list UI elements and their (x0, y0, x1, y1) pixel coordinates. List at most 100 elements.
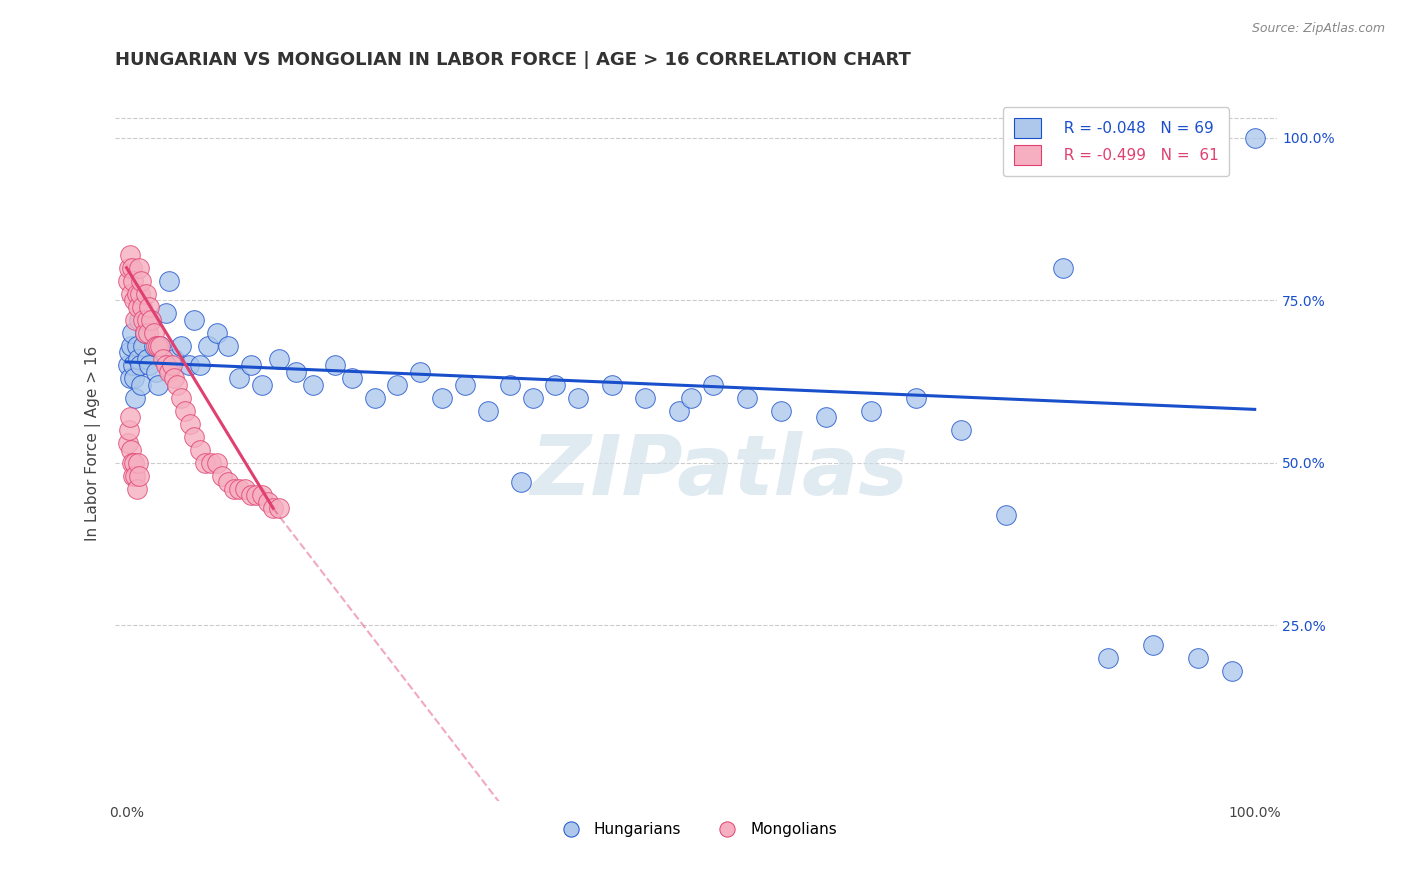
Point (149, 338, 172, 352)
Point (183, 430, 205, 444)
Point (233, 482, 256, 496)
Point (267, 351, 290, 366)
Point (262, 501, 284, 516)
Point (735, 391, 758, 405)
Point (250, 377, 273, 392)
Point (363, 391, 385, 405)
Point (387, 377, 409, 392)
Y-axis label: In Labor Force | Age > 16: In Labor Force | Age > 16 (86, 345, 101, 541)
Point (1243, 130, 1265, 145)
Point (1187, 650, 1209, 665)
Point (129, 377, 152, 392)
Point (157, 274, 180, 288)
Point (1052, 260, 1074, 275)
Point (134, 326, 156, 340)
Point (228, 371, 250, 385)
Point (118, 371, 141, 385)
Point (228, 482, 250, 496)
Point (169, 391, 191, 405)
Point (510, 475, 533, 490)
Point (132, 338, 155, 352)
Point (121, 326, 143, 340)
Point (127, 351, 149, 366)
Point (245, 488, 267, 502)
Point (679, 391, 702, 405)
Point (217, 338, 239, 352)
Point (125, 482, 148, 496)
Point (138, 300, 160, 314)
Point (124, 456, 146, 470)
Point (118, 423, 141, 437)
Point (454, 377, 477, 392)
Point (340, 371, 363, 385)
Point (135, 351, 157, 366)
Point (155, 358, 177, 372)
Point (128, 468, 150, 483)
Point (200, 456, 222, 470)
Point (117, 274, 139, 288)
Point (239, 358, 262, 372)
Point (702, 377, 724, 392)
Point (127, 456, 149, 470)
Point (256, 494, 278, 508)
Point (141, 312, 163, 326)
Point (194, 456, 217, 470)
Point (124, 468, 146, 483)
Point (155, 306, 177, 320)
Point (121, 456, 143, 470)
Point (146, 338, 169, 352)
Point (267, 501, 290, 516)
Point (409, 365, 432, 379)
Point (169, 338, 191, 352)
Text: Source: ZipAtlas.com: Source: ZipAtlas.com (1251, 22, 1385, 36)
Point (149, 338, 172, 352)
Point (118, 345, 141, 359)
Point (1142, 638, 1164, 652)
Point (157, 365, 180, 379)
Point (124, 312, 146, 326)
Point (118, 410, 141, 425)
Point (145, 365, 167, 379)
Point (129, 286, 152, 301)
Point (211, 468, 233, 483)
Point (127, 300, 149, 314)
Point (668, 403, 690, 417)
Point (432, 391, 454, 405)
Point (183, 312, 205, 326)
Point (118, 247, 141, 261)
Point (128, 312, 150, 326)
Point (250, 488, 273, 502)
Point (567, 391, 589, 405)
Point (166, 377, 188, 392)
Point (163, 371, 186, 385)
Point (120, 338, 142, 352)
Point (125, 286, 148, 301)
Point (121, 260, 143, 275)
Point (134, 326, 156, 340)
Point (769, 403, 792, 417)
Point (284, 365, 307, 379)
Point (217, 475, 239, 490)
Point (544, 377, 567, 392)
Point (1097, 650, 1119, 665)
Point (197, 338, 219, 352)
Point (124, 293, 146, 307)
Point (125, 338, 148, 352)
Text: ZIPatlas: ZIPatlas (530, 432, 908, 512)
Point (499, 377, 522, 392)
Point (129, 358, 152, 372)
Point (117, 436, 139, 450)
Point (205, 326, 228, 340)
Point (301, 377, 323, 392)
Point (128, 260, 150, 275)
Point (205, 456, 228, 470)
Point (117, 358, 139, 372)
Point (860, 403, 883, 417)
Point (179, 417, 201, 431)
Point (634, 391, 657, 405)
Point (163, 351, 186, 366)
Point (122, 468, 145, 483)
Point (950, 423, 973, 437)
Point (124, 391, 146, 405)
Point (129, 274, 152, 288)
